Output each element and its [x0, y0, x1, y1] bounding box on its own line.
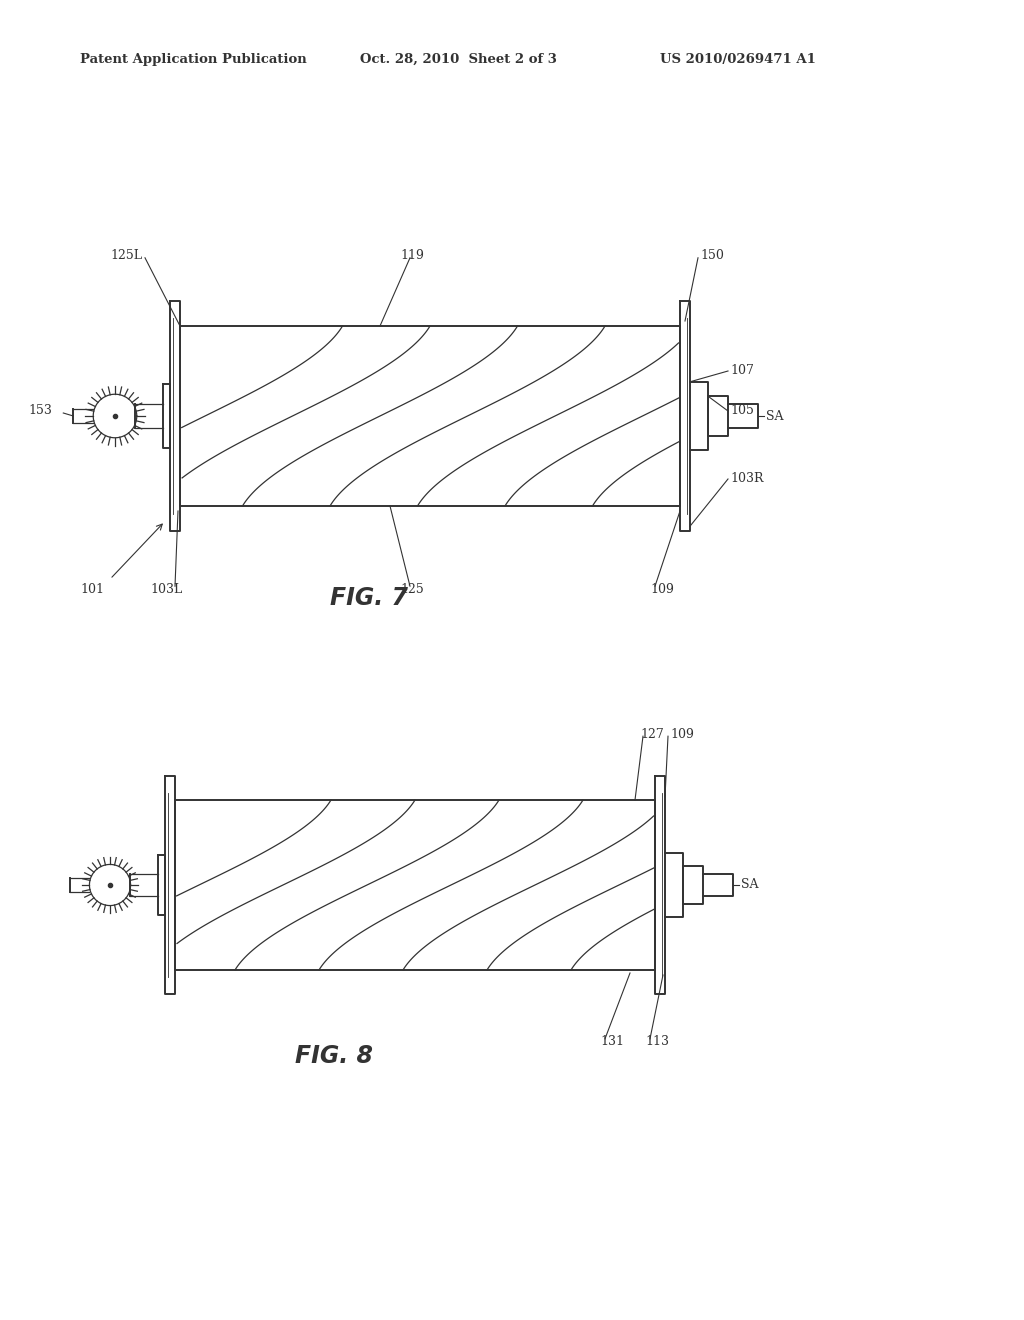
- Text: FIG. 8: FIG. 8: [295, 1044, 373, 1068]
- Text: 119: 119: [400, 249, 424, 263]
- Text: 113: 113: [645, 1035, 669, 1048]
- Text: SA: SA: [766, 409, 783, 422]
- Text: 153: 153: [29, 404, 52, 417]
- Text: FIG. 7: FIG. 7: [330, 586, 408, 610]
- Text: 131: 131: [600, 1035, 624, 1048]
- Text: 109: 109: [670, 727, 694, 741]
- Text: 103R: 103R: [730, 473, 764, 486]
- Text: Oct. 28, 2010  Sheet 2 of 3: Oct. 28, 2010 Sheet 2 of 3: [360, 53, 557, 66]
- Text: 101: 101: [80, 582, 104, 595]
- Text: 125: 125: [400, 582, 424, 595]
- Text: US 2010/0269471 A1: US 2010/0269471 A1: [660, 53, 816, 66]
- Text: 107: 107: [730, 364, 754, 378]
- Text: 103L: 103L: [150, 582, 182, 595]
- Text: Patent Application Publication: Patent Application Publication: [80, 53, 307, 66]
- Text: 127: 127: [640, 727, 664, 741]
- Text: 105: 105: [730, 404, 754, 417]
- Text: 109: 109: [650, 582, 674, 595]
- Text: 150: 150: [700, 249, 724, 263]
- Text: SA: SA: [741, 879, 759, 891]
- Text: 125L: 125L: [110, 249, 142, 263]
